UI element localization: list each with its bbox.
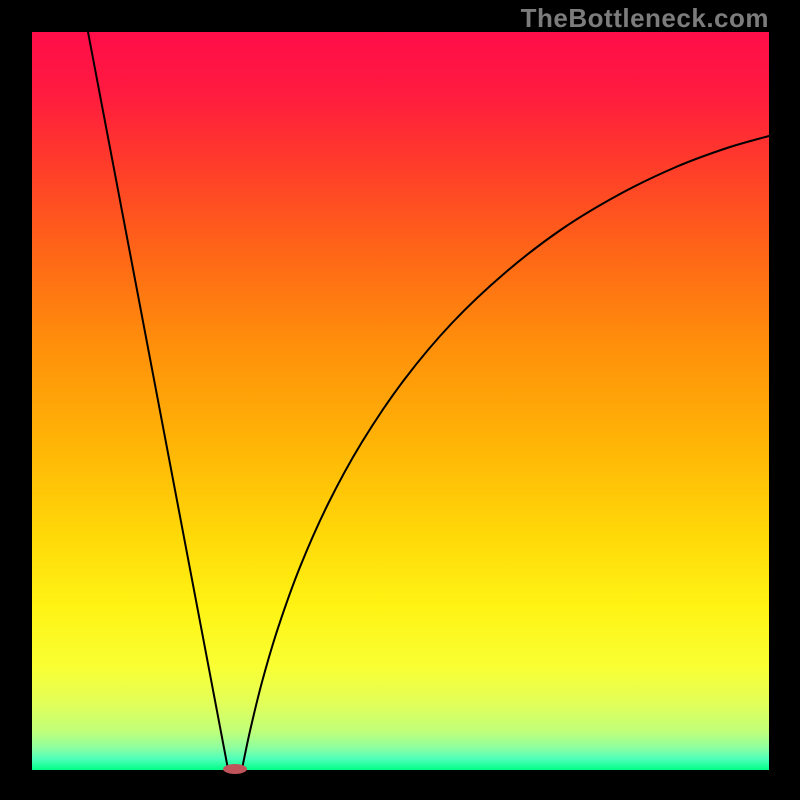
dip-marker <box>223 764 247 774</box>
bottleneck-plot-area <box>32 32 769 770</box>
watermark-text: TheBottleneck.com <box>521 3 769 34</box>
bottleneck-curve <box>32 32 769 770</box>
